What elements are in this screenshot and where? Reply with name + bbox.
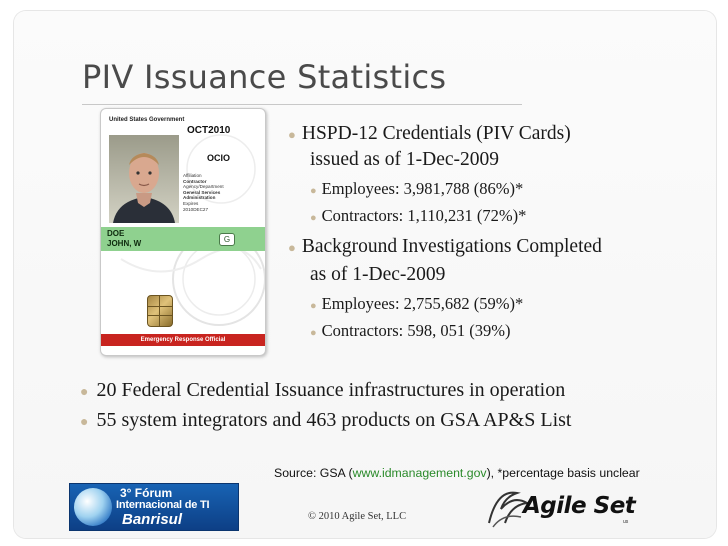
copyright-notice: © 2010 Agile Set, LLC [308, 511, 407, 522]
bullet-hspd-line1: ● HSPD-12 Credentials (PIV Cards) [288, 123, 571, 144]
bullet-marker-icon: ● [310, 327, 317, 339]
agile-set-logo: Agile Set us [483, 483, 643, 531]
bullet-marker-icon: ● [80, 385, 89, 400]
bullet-marker-icon: ● [288, 127, 296, 142]
agile-swirl-icon [488, 491, 531, 528]
sub-bullet-hspd-employees: ● Employees: 3,981,788 (86%)* [310, 179, 524, 198]
source-note: Source: GSA (www.idmanagement.gov), *per… [274, 466, 640, 480]
source-prefix: Source: GSA ( [274, 466, 353, 480]
bullet-bi-line2: as of 1-Dec-2009 [310, 264, 446, 285]
card-first-name: JOHN, W [107, 239, 142, 248]
forum-banrisul-logo: 3° Fórum Internacional de TI Banrisul [69, 483, 239, 531]
bullet-marker-icon: ● [310, 300, 317, 312]
card-detail-line: Expires [183, 200, 199, 206]
bullet-infrastructures: ● 20 Federal Credential Issuance infrastr… [80, 379, 566, 401]
smartcard-chip-icon [147, 295, 173, 327]
sub-bullet-hspd-contractors: ● Contractors: 1,110,231 (72%)* [310, 206, 527, 225]
bullet-integrators: ● 55 system integrators and 463 products … [80, 409, 572, 431]
card-affiliation-badge: G [219, 233, 235, 246]
forum-logo-line1: 3° Fórum [120, 486, 173, 500]
cardholder-portrait [113, 153, 175, 223]
agile-set-suffix: us [623, 519, 629, 525]
card-last-name: DOE [107, 229, 125, 238]
card-footer-banner: Emergency Response Official [101, 334, 265, 346]
card-detail-line: Contractor [183, 178, 207, 184]
sub-bullet-bi-employees: ● Employees: 2,755,682 (59%)* [310, 294, 524, 313]
card-agency-code: OCIO [207, 153, 231, 163]
bullet-marker-icon: ● [80, 415, 89, 430]
card-issue-date: OCT2010 [187, 125, 231, 136]
card-detail-line: Administration [183, 195, 216, 201]
sub-bullet-bi-contractors: ● Contractors: 598, 051 (39%) [310, 321, 511, 340]
piv-card-image: United States Government OCT2010 OCIO Af… [100, 108, 266, 356]
bullet-hspd-line2: issued as of 1-Dec-2009 [310, 149, 499, 170]
bullet-marker-icon: ● [288, 240, 296, 255]
card-name-band: DOE JOHN, W [101, 227, 265, 251]
card-detail-line: General Services [183, 189, 221, 195]
globe-icon [74, 488, 112, 526]
card-details-block: Affiliation Contractor Agency/Department… [183, 173, 224, 212]
bullet-marker-icon: ● [310, 185, 317, 197]
forum-logo-line3: Banrisul [122, 511, 183, 528]
slide-title: PIV Issuance Statistics [82, 58, 447, 96]
agile-set-wordmark: Agile Set [523, 493, 636, 519]
cardholder-photo [109, 135, 179, 223]
title-divider [82, 104, 522, 105]
source-suffix: ), *percentage basis unclear [486, 466, 640, 480]
forum-logo-line2: Internacional de TI [116, 499, 210, 511]
card-detail-line: Affiliation [183, 173, 202, 178]
card-detail-line: 2010DEC27 [183, 206, 209, 212]
source-link[interactable]: www.idmanagement.gov [352, 466, 487, 480]
bullet-bi-line1: ● Background Investigations Completed [288, 236, 602, 257]
bullet-marker-icon: ● [310, 212, 317, 224]
card-government-label: United States Government [109, 117, 185, 123]
card-detail-line: Agency/Department [183, 184, 224, 190]
